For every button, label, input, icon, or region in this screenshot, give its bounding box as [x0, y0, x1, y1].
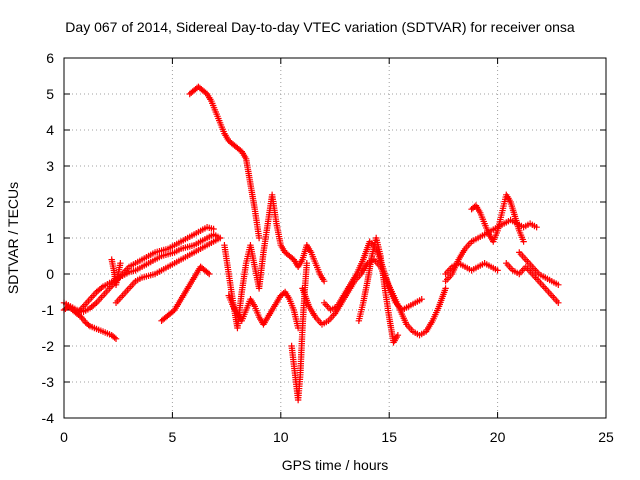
series-track-f [158, 263, 213, 324]
x-tick-label: 15 [381, 429, 397, 445]
data-point [303, 260, 311, 267]
x-tick-label: 20 [490, 429, 506, 445]
series-track-c [73, 231, 224, 317]
x-tick-label: 10 [273, 429, 289, 445]
y-tick-label: 4 [46, 122, 54, 138]
y-tick-label: -3 [42, 374, 55, 390]
data-point [442, 285, 449, 292]
series-track-g [186, 83, 263, 242]
data-point [117, 260, 124, 267]
y-tick-label: -4 [42, 410, 55, 426]
data-point [85, 321, 92, 329]
y-tick-label: -1 [42, 302, 55, 318]
series-track-o [442, 260, 501, 278]
chart-title: Day 067 of 2014, Sidereal Day-to-day VTE… [65, 19, 575, 35]
y-tick-label: 1 [46, 230, 54, 246]
data-point [494, 267, 501, 274]
data-point [418, 296, 425, 303]
data-point [210, 225, 217, 233]
axis-ticks: 0 5 10 15 20 25 -4 -3 -2 -1 0 1 2 3 4 5 6 [42, 50, 614, 445]
data-point [206, 270, 213, 278]
x-tick-label: 5 [169, 429, 177, 445]
series-track-i [225, 288, 302, 332]
grid [64, 58, 606, 418]
series-track-l [320, 238, 425, 314]
series-points [60, 83, 562, 404]
y-axis-label: SDTVAR / TECUs [5, 182, 21, 294]
series-track-j [288, 260, 311, 404]
data-point [555, 299, 562, 306]
data-point [555, 281, 562, 288]
data-point [111, 334, 118, 341]
series-track-h [221, 191, 328, 332]
x-axis-label: GPS time / hours [282, 457, 389, 473]
y-tick-label: -2 [42, 338, 55, 354]
data-point [204, 269, 212, 276]
data-point [112, 335, 120, 342]
plot-frame [63, 57, 607, 419]
data-point [533, 224, 540, 231]
series-track-q [503, 260, 562, 306]
data-point [520, 238, 527, 245]
series-track-m [355, 234, 402, 346]
y-tick-label: 2 [46, 194, 54, 210]
series-track-p [468, 191, 527, 245]
series-track-e [108, 256, 124, 288]
y-tick-label: 6 [46, 50, 54, 66]
data-point [320, 278, 328, 285]
x-tick-label: 0 [60, 429, 68, 445]
data-point [216, 234, 224, 242]
y-tick-label: 5 [46, 86, 54, 102]
data-point [255, 234, 263, 242]
y-tick-label: 3 [46, 158, 54, 174]
x-tick-label: 25 [598, 429, 614, 445]
series-track-d [112, 234, 224, 306]
series-track-r [516, 249, 562, 288]
y-tick-label: 0 [46, 266, 54, 282]
data-point [394, 332, 402, 339]
